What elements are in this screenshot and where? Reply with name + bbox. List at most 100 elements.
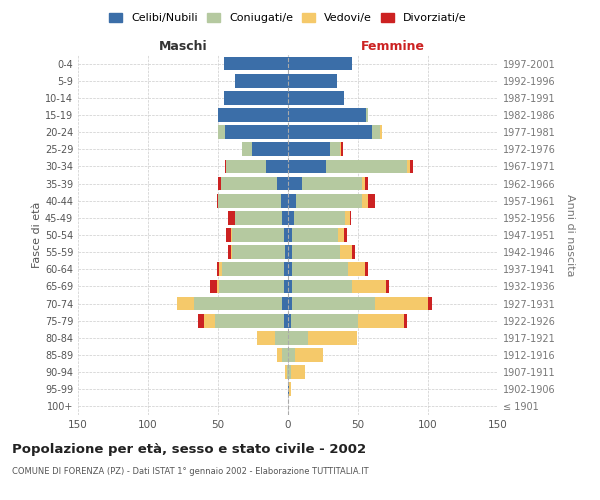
Legend: Celibi/Nubili, Coniugati/e, Vedovi/e, Divorziati/e: Celibi/Nubili, Coniugati/e, Vedovi/e, Di…: [105, 8, 471, 28]
Bar: [277, 348, 283, 362]
Bar: [217, 194, 218, 207]
Bar: [293, 211, 346, 224]
Bar: [218, 176, 221, 190]
Bar: [346, 211, 350, 224]
Bar: [284, 314, 288, 328]
Bar: [275, 331, 288, 344]
Bar: [222, 262, 284, 276]
Bar: [221, 176, 277, 190]
Bar: [228, 211, 235, 224]
Bar: [218, 108, 288, 122]
Bar: [230, 228, 232, 242]
Bar: [284, 262, 288, 276]
Bar: [308, 331, 356, 344]
Bar: [380, 126, 382, 139]
Bar: [288, 142, 330, 156]
Bar: [235, 211, 283, 224]
Bar: [287, 366, 288, 379]
Bar: [288, 348, 295, 362]
Bar: [291, 314, 358, 328]
Bar: [291, 366, 305, 379]
Bar: [292, 228, 338, 242]
Bar: [266, 160, 288, 173]
Bar: [228, 246, 230, 259]
Bar: [410, 160, 413, 173]
Bar: [288, 160, 326, 173]
Bar: [178, 296, 194, 310]
Bar: [292, 262, 348, 276]
Bar: [295, 348, 323, 362]
Bar: [352, 280, 386, 293]
Bar: [288, 228, 292, 242]
Bar: [288, 74, 337, 88]
Bar: [230, 246, 232, 259]
Bar: [288, 262, 292, 276]
Bar: [375, 296, 428, 310]
Bar: [257, 331, 275, 344]
Bar: [288, 382, 289, 396]
Bar: [362, 176, 365, 190]
Bar: [341, 142, 343, 156]
Bar: [288, 56, 352, 70]
Bar: [285, 366, 287, 379]
Bar: [350, 211, 351, 224]
Bar: [288, 280, 292, 293]
Bar: [217, 280, 220, 293]
Bar: [348, 262, 365, 276]
Bar: [225, 126, 288, 139]
Bar: [225, 160, 226, 173]
Bar: [224, 91, 288, 104]
Bar: [407, 160, 410, 173]
Bar: [292, 280, 352, 293]
Bar: [220, 262, 222, 276]
Bar: [218, 194, 281, 207]
Bar: [288, 126, 372, 139]
Bar: [251, 142, 288, 156]
Y-axis label: Anni di nascita: Anni di nascita: [565, 194, 575, 276]
Bar: [288, 108, 367, 122]
Bar: [242, 142, 251, 156]
Bar: [330, 142, 340, 156]
Bar: [404, 314, 407, 328]
Bar: [235, 74, 288, 88]
Bar: [338, 228, 344, 242]
Text: Femmine: Femmine: [361, 40, 425, 54]
Bar: [428, 296, 432, 310]
Bar: [288, 211, 293, 224]
Bar: [199, 314, 204, 328]
Bar: [288, 366, 291, 379]
Bar: [368, 194, 375, 207]
Bar: [209, 280, 217, 293]
Bar: [386, 280, 389, 293]
Bar: [288, 91, 344, 104]
Bar: [365, 262, 368, 276]
Bar: [289, 382, 291, 396]
Bar: [365, 176, 368, 190]
Bar: [296, 194, 362, 207]
Bar: [372, 126, 380, 139]
Bar: [292, 246, 340, 259]
Text: COMUNE DI FORENZA (PZ) - Dati ISTAT 1° gennaio 2002 - Elaborazione TUTTITALIA.IT: COMUNE DI FORENZA (PZ) - Dati ISTAT 1° g…: [12, 468, 368, 476]
Bar: [281, 194, 288, 207]
Bar: [288, 246, 292, 259]
Bar: [226, 160, 266, 173]
Bar: [218, 126, 225, 139]
Bar: [215, 314, 284, 328]
Bar: [220, 280, 284, 293]
Bar: [224, 56, 288, 70]
Bar: [283, 348, 288, 362]
Bar: [283, 296, 288, 310]
Bar: [358, 314, 404, 328]
Bar: [204, 314, 215, 328]
Bar: [232, 246, 285, 259]
Text: Popolazione per età, sesso e stato civile - 2002: Popolazione per età, sesso e stato civil…: [12, 442, 366, 456]
Bar: [292, 296, 375, 310]
Bar: [326, 160, 407, 173]
Bar: [283, 211, 288, 224]
Bar: [226, 228, 230, 242]
Bar: [288, 331, 308, 344]
Bar: [288, 176, 302, 190]
Bar: [340, 246, 352, 259]
Bar: [284, 228, 288, 242]
Bar: [302, 176, 362, 190]
